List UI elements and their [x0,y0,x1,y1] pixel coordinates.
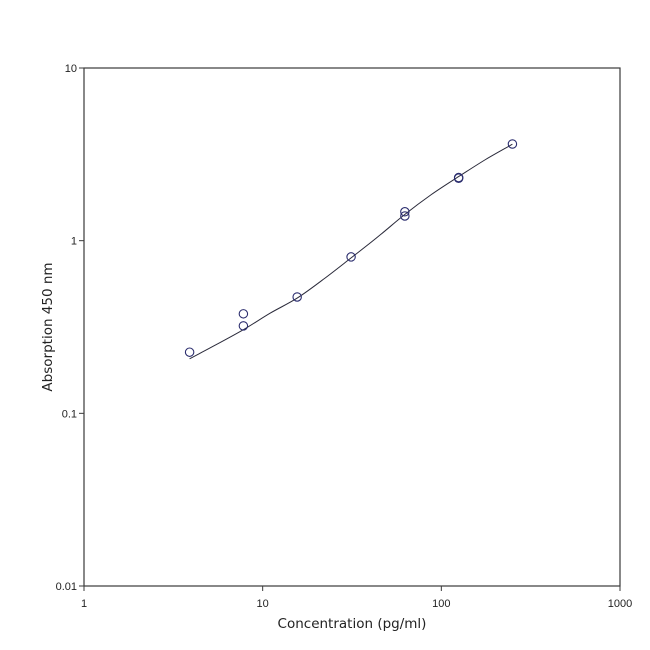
y-axis-ticks: 0.01 0.1 1 10 [56,63,84,593]
x-axis-ticks: 1 10 100 1000 [81,586,632,610]
x-tick-label: 1 [81,598,87,610]
data-point-marker [400,211,410,221]
data-point-marker [184,347,195,357]
fitted-curve [189,143,513,360]
x-tick-label: 100 [432,598,450,610]
data-point-marker [453,173,464,183]
data-point-marker [238,321,249,331]
x-tick-label: 1000 [608,598,632,610]
data-point-marker [238,309,249,319]
data-point-marker [507,139,518,149]
y-tick-label: 1 [71,236,77,248]
x-axis-title: Concentration (pg/ml) [278,616,427,632]
data-point-marker [346,252,356,262]
y-tick-label: 0.1 [62,408,77,420]
data-points [184,139,518,357]
data-point-marker [400,207,410,217]
y-tick-label: 10 [65,63,77,75]
y-tick-label: 0.01 [56,581,77,593]
plot-frame [83,67,621,587]
y-axis-title: Absorption 450 nm [40,262,56,391]
x-tick-label: 10 [257,598,269,610]
data-point-marker [292,292,302,302]
